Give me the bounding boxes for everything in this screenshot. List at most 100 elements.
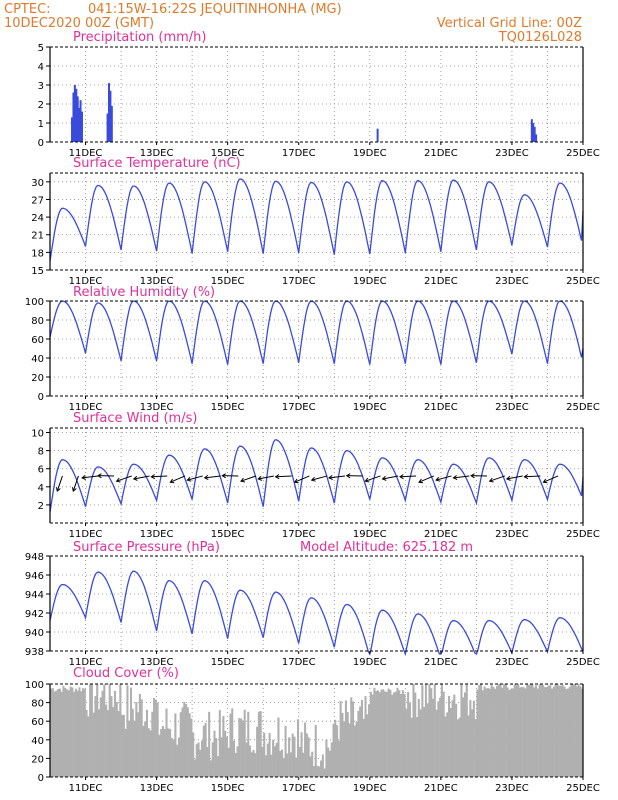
cloud-bar	[387, 688, 390, 777]
wind-vector	[506, 475, 523, 480]
cloud-bar	[419, 709, 422, 777]
wind-vector	[240, 475, 257, 482]
cloud-bar	[440, 684, 443, 777]
precip-ytick-label: 3	[38, 81, 44, 92]
cloud-bar	[359, 706, 362, 777]
pressure-xtick-label: 13DEC	[140, 657, 174, 668]
cloud-bar	[145, 709, 149, 777]
cloud-bar	[213, 730, 216, 777]
cloud-bar	[53, 691, 56, 777]
cloud-bar	[371, 694, 374, 777]
cloud-bar	[536, 688, 539, 777]
cloud-bar	[316, 765, 319, 777]
cloud-bar	[428, 684, 431, 777]
wind-vector	[489, 475, 505, 482]
cloud-bar	[538, 684, 541, 777]
cloud-bar	[112, 706, 115, 777]
cloud-bar	[559, 685, 562, 777]
cloud-bar	[280, 749, 284, 777]
cloud-bar	[247, 711, 250, 777]
wind-vector-head	[150, 474, 156, 480]
temperature-ytick-label: 27	[31, 195, 44, 206]
wind-vector-head	[399, 474, 404, 480]
cloud-bar	[460, 684, 463, 777]
cloud-bar	[96, 684, 99, 777]
wind-vector-head	[505, 475, 511, 481]
precip-bar	[75, 88, 78, 142]
cloud-bar	[188, 713, 191, 777]
temperature-series-line	[49, 178, 584, 262]
cloud-bar	[456, 719, 459, 777]
cloud-bar	[58, 688, 61, 777]
cloud-bar	[355, 721, 358, 777]
cloud-bar	[273, 746, 276, 777]
cloud-bar	[208, 711, 211, 777]
cloud-bar	[71, 687, 74, 777]
cloud-bar	[161, 726, 165, 777]
humidity-xtick-label: 11DEC	[69, 402, 103, 413]
cloud-bar	[527, 684, 530, 777]
cloud-bar	[515, 685, 518, 777]
cloud-bar	[558, 685, 561, 777]
cloud-bar	[142, 725, 145, 777]
cloud-bar	[341, 712, 344, 777]
wind-vector-head	[221, 473, 227, 479]
cloud-bar	[101, 690, 104, 777]
cloud-ytick-label: 40	[31, 736, 44, 747]
cloud-bar	[121, 714, 124, 777]
precip-bar	[376, 128, 379, 142]
cloud-bar	[288, 737, 291, 777]
cloud-bar	[494, 688, 497, 777]
cloud-bar	[231, 708, 234, 777]
wind-vector-head	[71, 487, 77, 493]
cloud-bar	[108, 684, 111, 777]
humidity-ytick-label: 80	[31, 316, 44, 327]
cloud-bar	[129, 687, 133, 777]
cloud-bar	[444, 716, 447, 777]
cloud-bar	[302, 752, 305, 777]
cloud-bar	[257, 711, 260, 777]
cloud-bar	[131, 708, 134, 777]
cloud-bar	[513, 684, 516, 777]
temperature-xtick-label: 25DEC	[566, 276, 600, 287]
cloud-bar	[163, 728, 166, 777]
cloud-bar	[362, 718, 365, 777]
cloud-bar	[499, 684, 502, 777]
cloud-bar	[117, 711, 120, 777]
cloud-bar	[140, 699, 143, 777]
precip-bar	[73, 85, 76, 142]
cloud-bar	[256, 726, 259, 777]
cloud-bar	[545, 687, 548, 777]
wind-vector-head	[328, 475, 333, 480]
pressure-ytick-label: 946	[25, 571, 44, 582]
cloud-bar	[384, 691, 387, 777]
cloud-bar	[392, 692, 395, 777]
cloud-bar	[197, 742, 200, 777]
pressure-ytick-label: 938	[25, 647, 44, 658]
cloud-bar	[296, 719, 300, 777]
wind-vector	[435, 475, 452, 481]
cloud-bar	[177, 737, 180, 777]
cloud-bar	[337, 740, 340, 777]
cloud-bar	[391, 694, 394, 777]
cloud-bar	[510, 688, 513, 777]
cloud-bar	[254, 753, 257, 777]
cloud-bar	[250, 752, 253, 777]
wind-xtick-label: 11DEC	[69, 529, 103, 540]
cloud-bar	[78, 687, 81, 777]
cloud-bar	[373, 687, 376, 777]
cloud-bar	[472, 700, 475, 777]
cloud-bar	[218, 710, 221, 777]
cloud-bar	[417, 698, 420, 777]
cloud-bar	[389, 689, 392, 777]
pressure-ytick-label: 942	[25, 609, 44, 620]
precip-bar	[107, 83, 110, 142]
cloud-bar	[497, 684, 500, 777]
cloud-bar	[153, 697, 156, 777]
cloud-bar	[519, 687, 522, 777]
cloud-bar	[202, 725, 205, 777]
precip-xtick-label: 23DEC	[495, 148, 529, 159]
cloud-bar	[272, 739, 275, 777]
wind-vector-head	[364, 477, 370, 483]
